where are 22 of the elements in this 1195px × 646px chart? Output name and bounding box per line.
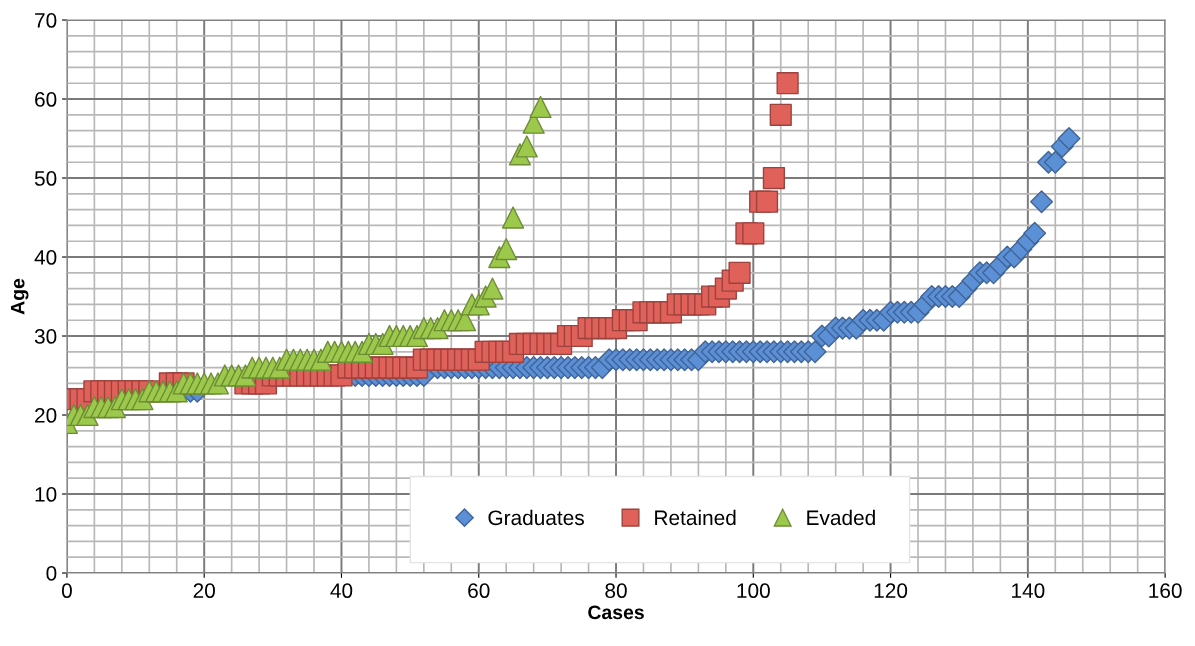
x-tick-label: 60 [468,583,490,599]
x-tick-label: 0 [61,583,72,599]
y-axis-title: Age [10,278,29,315]
legend-label: Graduates [488,509,584,526]
y-tick-label: 50 [34,171,57,186]
x-tick-label: 100 [737,583,770,599]
y-tick-label: 20 [35,408,57,423]
y-tick-label: 0 [46,566,57,581]
y-tick-label: 40 [34,250,57,265]
y-tick-label: 60 [35,92,57,107]
x-tick-label: 20 [193,583,215,599]
legend-label: Evaded [807,509,875,526]
x-tick-label: 80 [605,583,627,599]
y-tick-label: 70 [35,13,57,28]
x-tick-label: 140 [1012,583,1045,599]
x-tick-label: 160 [1149,583,1182,599]
x-tick-label: 40 [330,583,353,599]
y-tick-label: 30 [34,329,57,344]
legend-label: Retained [655,509,736,526]
y-tick-label: 10 [35,487,57,502]
x-tick-label: 120 [874,583,908,599]
x-axis-title: Cases [588,605,644,620]
